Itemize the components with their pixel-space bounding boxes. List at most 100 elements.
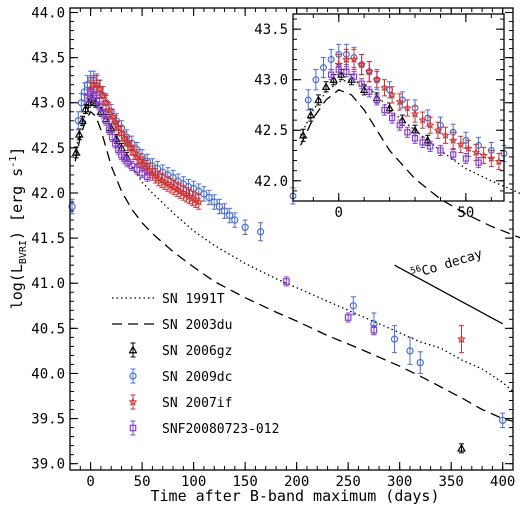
inset-point-snf20080723-012 (404, 126, 411, 138)
marker (71, 147, 81, 156)
marker (314, 95, 323, 104)
main-point-sn-2009dc (210, 194, 218, 210)
main-point-sn-2007if (457, 325, 466, 354)
marker (427, 143, 434, 150)
y-title-close: ] (8, 147, 26, 156)
marker (210, 198, 218, 206)
co-decay-annotation: 56Co decay (394, 246, 504, 325)
marker (342, 54, 351, 64)
marker (388, 114, 396, 122)
main-point-sn-2009dc (241, 219, 249, 235)
marker (133, 166, 141, 173)
marker (132, 152, 142, 161)
marker (298, 130, 308, 139)
marker (98, 90, 108, 100)
marker (321, 82, 331, 90)
co-decay-label: 56Co decay (409, 246, 484, 283)
marker (464, 143, 473, 153)
marker (344, 314, 352, 321)
inset-point-sn-2007if (441, 126, 450, 144)
marker (479, 151, 488, 160)
marker (499, 416, 507, 425)
inset-point-sn-2007if (418, 111, 427, 129)
legend-marker (128, 397, 138, 406)
marker (404, 129, 411, 136)
marker (143, 157, 151, 166)
marker (143, 173, 151, 181)
inset-point-snf20080723-012 (396, 119, 403, 131)
y-tick-label: 39.5 (31, 412, 65, 428)
marker (200, 190, 208, 198)
y-tick-label: 40.5 (31, 321, 65, 337)
marker (437, 147, 444, 154)
y-tick-label: 42.5 (31, 141, 65, 157)
marker (406, 347, 414, 355)
plot-frame (69, 7, 514, 471)
y-title-sup: -1 (8, 156, 19, 168)
marker (357, 60, 366, 69)
main-point-snf20080723-012 (283, 276, 290, 287)
inset-point-snf20080723-012 (366, 86, 373, 98)
legend-marker (129, 372, 137, 380)
marker (457, 334, 466, 343)
main-curve-sn-2003du (74, 110, 514, 422)
marker (123, 138, 133, 148)
co-decay-text: Co decay (420, 247, 484, 280)
y-title-sub: BVRI (18, 240, 29, 264)
inset-point-sn-2007if (395, 93, 405, 111)
marker (471, 147, 481, 157)
inset-point-snf20080723-012 (358, 78, 365, 90)
marker (77, 116, 87, 125)
marker (95, 84, 105, 94)
main-points (68, 70, 507, 454)
inset-point-snf20080723-012 (437, 144, 444, 157)
marker (108, 133, 116, 141)
legend-item-sn-2003du: SN 2003du (112, 318, 232, 333)
marker (372, 75, 382, 84)
marker (448, 135, 458, 144)
marker (105, 126, 113, 134)
y-tick-label: 42.5 (254, 123, 288, 139)
inset-point-sn-2006gz (306, 108, 316, 122)
main-point-sn-2009dc (220, 203, 229, 219)
y-tick-label: 39.0 (31, 457, 65, 473)
inset-point-sn-2006gz (314, 94, 323, 106)
main-point-sn-2009dc (205, 189, 213, 206)
y-axis-title: log(LBVRI) [erg s-1] (8, 147, 29, 310)
inset-point-sn-2007if (410, 105, 420, 123)
marker (390, 335, 399, 343)
main-point-sn-2009dc (349, 296, 357, 316)
marker (358, 80, 365, 87)
marker (385, 103, 394, 112)
main-point-sn-2006gz (74, 128, 84, 141)
legend-marker (129, 424, 137, 432)
marker (138, 159, 148, 168)
marker (138, 169, 146, 177)
inset-point-sn-2007if (387, 86, 397, 104)
marker (395, 97, 405, 106)
marker (423, 135, 432, 144)
main-point-snf20080723-012 (102, 115, 110, 126)
main-point-snf20080723-012 (128, 160, 136, 171)
main-point-sn-2009dc (499, 412, 507, 429)
marker (205, 193, 213, 202)
main-point-snf20080723-012 (344, 312, 352, 323)
y-tick-label: 43.0 (31, 96, 65, 112)
marker (129, 147, 139, 157)
inset-point-snf20080723-012 (411, 132, 419, 144)
marker (102, 117, 110, 125)
marker (349, 302, 357, 310)
marker (366, 88, 373, 95)
main-axes: 0 50 100 150 200 250 300 350 400 39.0 39.5 40.0 40.5… (31, 6, 515, 490)
marker (403, 103, 412, 112)
main-point-sn-2006gz (77, 115, 87, 126)
y-title-log: log(L (8, 264, 26, 309)
main-point-sn-2009dc (215, 198, 224, 215)
inset-point-sn-2009dc (320, 56, 327, 79)
y-tick-label: 41.5 (31, 231, 65, 247)
marker (96, 103, 104, 110)
marker (128, 162, 136, 170)
inset-point-snf20080723-012 (350, 71, 358, 83)
inset-point-snf20080723-012 (462, 152, 470, 165)
legend-label: SNF20080723-012 (162, 422, 279, 437)
